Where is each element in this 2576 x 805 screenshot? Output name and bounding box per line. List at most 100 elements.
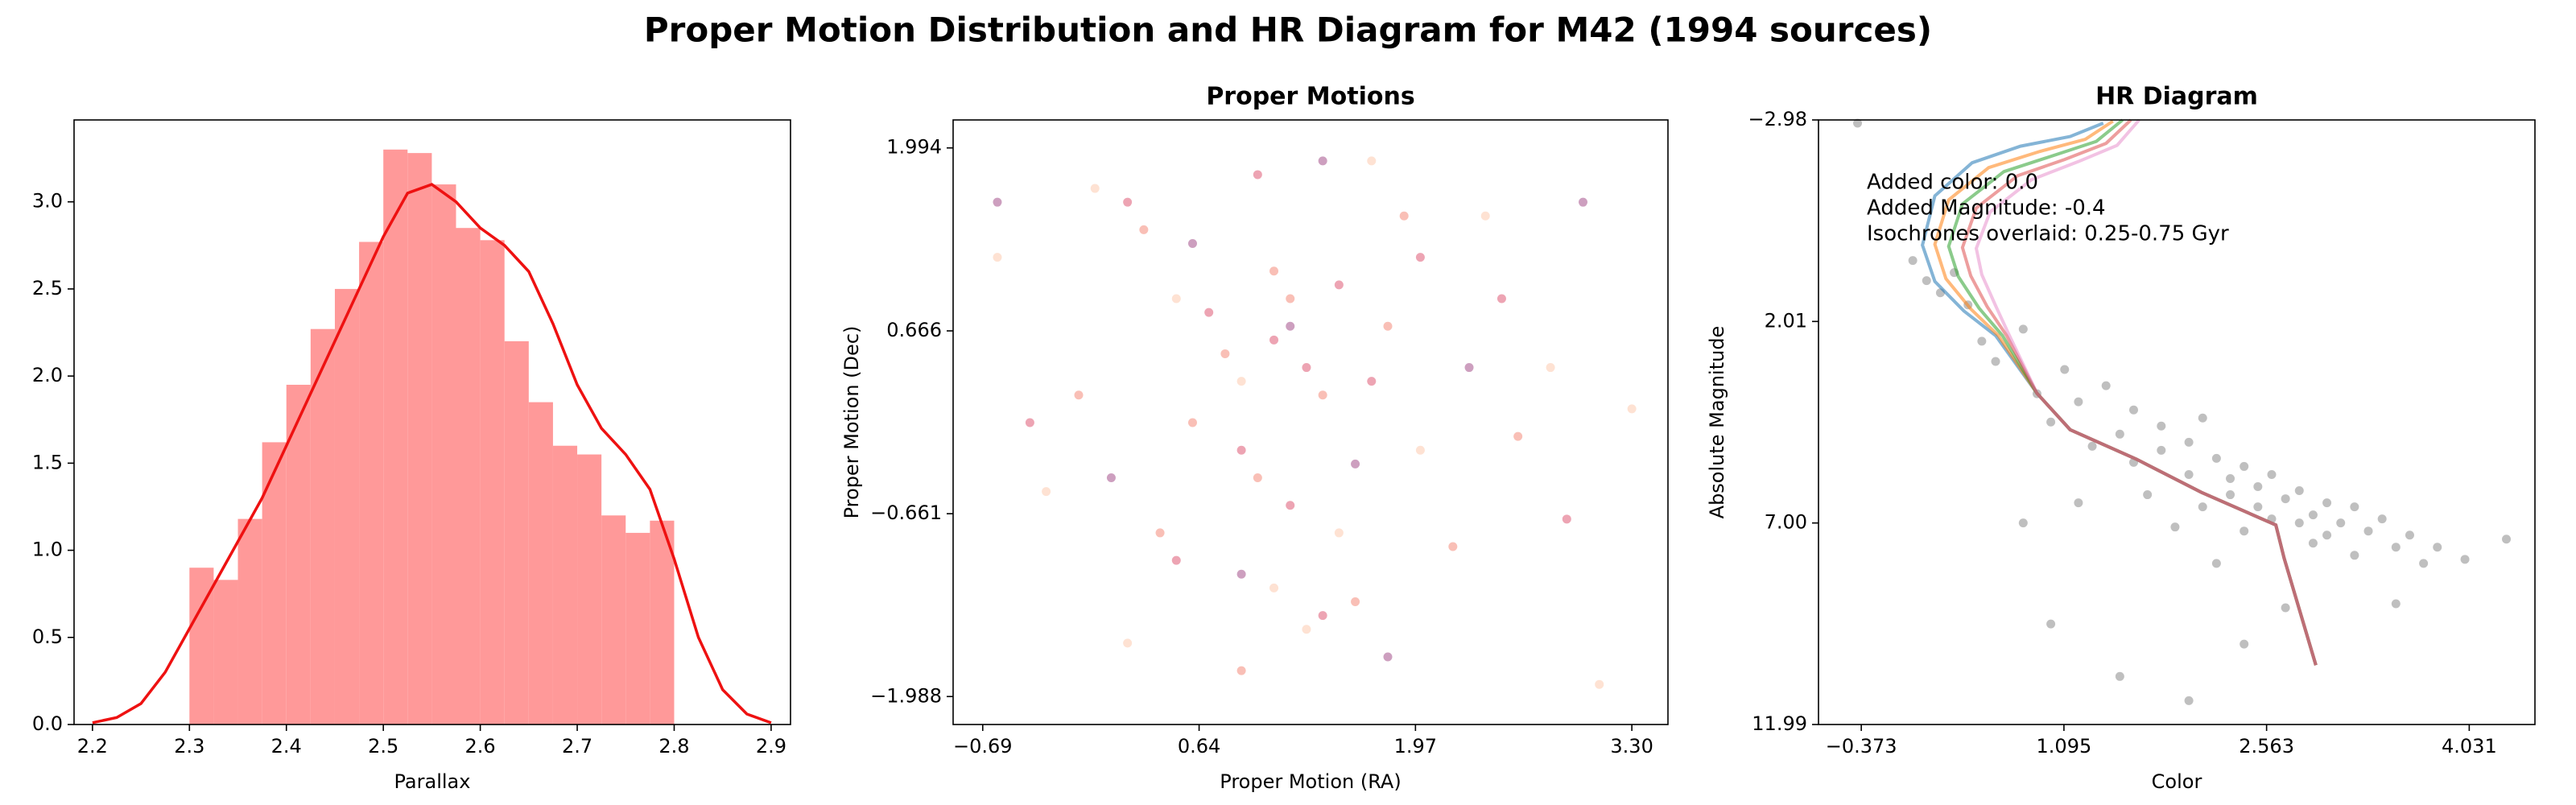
scatter-point	[2074, 397, 2083, 407]
scatter-point	[2391, 599, 2401, 609]
scatter-point	[1253, 170, 1262, 180]
scatter-point	[2502, 535, 2512, 544]
isochrone-line	[1946, 118, 2318, 666]
scatter-point	[1318, 390, 1327, 400]
x-tick-label: 2.563	[2239, 735, 2294, 758]
scatter-point	[1627, 404, 1637, 414]
y-axis-label: Absolute Magnitude	[1706, 326, 1728, 519]
scatter-point	[2294, 518, 2304, 528]
scatter-point	[1269, 583, 1279, 592]
scatter-point	[1123, 638, 1133, 648]
scatter-point	[2322, 530, 2332, 540]
scatter-point	[2198, 413, 2207, 423]
scatter-point	[2170, 522, 2180, 532]
scatter-point	[1220, 349, 1230, 358]
scatter-point	[1236, 666, 1246, 675]
x-tick-label: −0.373	[1826, 735, 1897, 758]
figure-title: Proper Motion Distribution and HR Diagra…	[644, 10, 1932, 50]
scatter-point	[1236, 569, 1246, 579]
y-tick-label: 1.0	[32, 539, 63, 561]
scatter-point	[2226, 490, 2235, 500]
x-axis-label: Parallax	[394, 770, 471, 793]
histogram-bar	[552, 445, 578, 724]
histogram-bar	[359, 242, 384, 725]
scatter-point	[2115, 429, 2124, 439]
scatter-point	[2294, 486, 2304, 496]
y-tick-label: 1.994	[886, 136, 942, 159]
scatter-point	[2240, 461, 2249, 471]
scatter-point	[1991, 357, 2000, 366]
scatter-point	[1908, 256, 1918, 266]
y-tick-label: 2.5	[32, 277, 63, 299]
scatter-point	[1351, 597, 1360, 607]
scatter-point	[2211, 559, 2221, 568]
scatter-point	[1399, 211, 1409, 221]
scatter-point	[1415, 445, 1425, 455]
scatter-point	[1042, 487, 1051, 497]
scatter-point	[2240, 526, 2249, 536]
scatter-point	[2267, 469, 2277, 479]
y-tick-label: 0.5	[32, 625, 63, 648]
annotation: Added Magnitude: -0.4	[1867, 196, 2106, 221]
scatter-point	[1415, 253, 1425, 262]
x-tick-label: 2.6	[465, 735, 496, 758]
scatter-point	[1853, 118, 1863, 128]
histogram-bar	[456, 228, 481, 724]
histogram-bar	[334, 288, 360, 724]
scatter-point	[1334, 528, 1344, 538]
scatter-point	[1302, 363, 1311, 373]
scatter-point	[993, 253, 1002, 262]
scatter-point	[1546, 363, 1555, 373]
y-tick-label: 1.5	[32, 451, 63, 473]
scatter-point	[1496, 294, 1506, 303]
scatter-point	[1286, 501, 1295, 510]
scatter-point	[1562, 514, 1571, 524]
scatter-point	[2046, 619, 2056, 629]
axes-frame	[952, 119, 1669, 725]
scatter-point	[1269, 335, 1279, 345]
x-tick-label: 3.30	[1610, 735, 1653, 758]
scatter-point	[993, 197, 1002, 207]
histogram-bar	[431, 184, 456, 724]
scatter-point	[1302, 625, 1311, 634]
scatter-point	[1464, 363, 1474, 373]
scatter-point	[2184, 437, 2194, 447]
scatter-point	[2281, 603, 2290, 613]
scatter-point	[1187, 418, 1197, 427]
histogram-bar	[577, 454, 602, 724]
scatter-point	[1922, 276, 1931, 286]
histogram-bar	[407, 153, 432, 724]
scatter-point	[1351, 459, 1360, 469]
scatter-point	[2211, 453, 2221, 463]
scatter-point	[1383, 652, 1393, 662]
scatter-point	[1383, 321, 1393, 331]
scatter-point	[1187, 239, 1197, 249]
scatter-point	[1286, 321, 1295, 331]
y-tick-label: −2.98	[1748, 108, 1807, 130]
scatter-point	[2433, 543, 2442, 552]
scatter-point	[1139, 225, 1149, 234]
scatter-point	[1334, 280, 1344, 290]
scatter-point	[2253, 502, 2263, 512]
y-tick-label: 2.01	[1765, 309, 1807, 332]
scatter-point	[2391, 543, 2401, 552]
histogram-bar	[504, 341, 529, 724]
histogram-bar	[625, 532, 650, 724]
scatter-point	[1155, 528, 1165, 538]
annotation: Added color: 0.0	[1867, 171, 2038, 195]
scatter-point	[2060, 365, 2070, 374]
scatter-point	[2184, 696, 2194, 705]
x-tick-label: 2.8	[658, 735, 689, 758]
scatter-point	[2377, 514, 2387, 524]
scatter-point	[2350, 502, 2359, 512]
y-tick-label: 7.00	[1765, 511, 1807, 534]
scatter-point	[2363, 526, 2373, 536]
y-tick-label: 2.0	[32, 364, 63, 386]
scatter-point	[2240, 639, 2249, 649]
histogram-bar	[480, 240, 505, 724]
annotation: Isochrones overlaid: 0.25-0.75 Gyr	[1867, 222, 2229, 246]
y-tick-label: 0.0	[32, 712, 63, 735]
x-tick-label: 2.4	[271, 735, 302, 758]
scatter-point	[2018, 324, 2028, 334]
